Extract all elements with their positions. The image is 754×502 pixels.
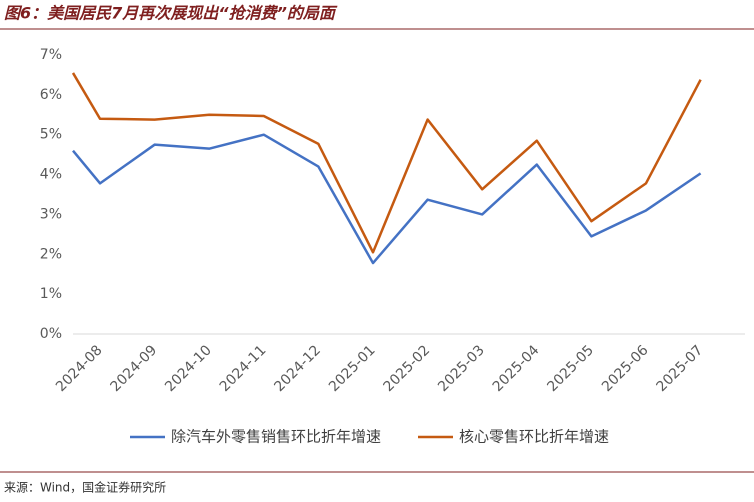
x-tick-label: 2024-12 <box>271 342 324 395</box>
chart-title: 图6：美国居民7月再次展现出“抢消费”的局面 <box>4 4 338 23</box>
legend-label: 除汽车外零售销售环比折年增速 <box>171 428 381 446</box>
x-tick-label: 2024-11 <box>217 342 270 395</box>
x-tick-label: 2025-03 <box>435 342 488 395</box>
y-tick-label: 5% <box>40 127 62 143</box>
source: 来源：Wind，国金证券研究所 <box>4 480 166 495</box>
series-line <box>72 133 702 265</box>
x-tick-label: 2024-08 <box>53 342 106 395</box>
x-tick-label: 2025-01 <box>326 342 379 395</box>
series-line <box>71 72 702 254</box>
x-tick-label: 2025-04 <box>490 342 543 395</box>
x-tick-label: 2025-07 <box>654 342 707 395</box>
y-tick-label: 2% <box>40 246 62 262</box>
y-tick-label: 3% <box>40 206 62 222</box>
x-tick-label: 2025-02 <box>381 342 434 395</box>
y-tick-label: 7% <box>40 47 62 63</box>
y-tick-label: 1% <box>40 286 62 302</box>
x-tick-label: 2025-06 <box>599 342 652 395</box>
y-tick-label: 6% <box>40 87 62 103</box>
legend-label: 核心零售环比折年增速 <box>459 428 609 446</box>
x-tick-label: 2025-05 <box>544 342 597 395</box>
y-tick-label: 4% <box>40 167 62 183</box>
y-tick-label: 0% <box>40 326 62 342</box>
x-tick-label: 2024-10 <box>162 342 215 395</box>
x-tick-label: 2024-09 <box>108 342 161 395</box>
